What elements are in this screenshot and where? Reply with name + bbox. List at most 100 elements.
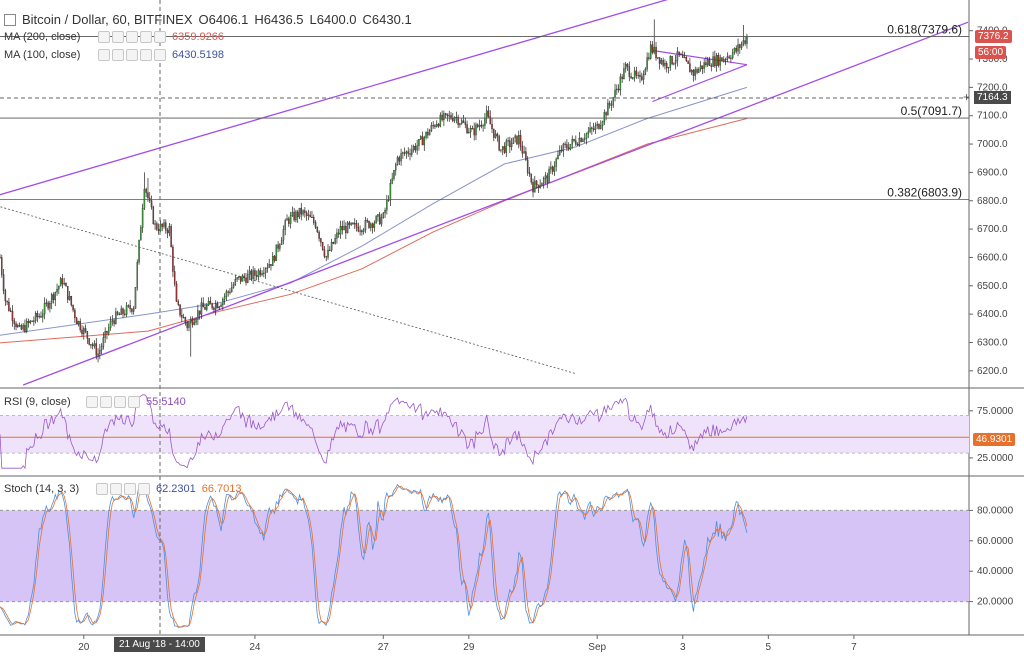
candle-body bbox=[47, 302, 49, 309]
candle-body bbox=[293, 211, 295, 221]
candle-body bbox=[223, 296, 226, 300]
candle-body bbox=[635, 70, 638, 76]
candle-body bbox=[493, 128, 495, 138]
candle-body bbox=[320, 238, 322, 243]
candle-body bbox=[236, 277, 238, 280]
candle-body bbox=[305, 212, 308, 216]
candle-body bbox=[384, 210, 386, 214]
candle-body bbox=[181, 315, 183, 318]
candle-body bbox=[559, 150, 561, 156]
candle-body bbox=[209, 300, 212, 304]
candle-body bbox=[115, 311, 117, 324]
price-tick-label: 6700.0 bbox=[977, 224, 1008, 235]
candle-body bbox=[528, 172, 531, 175]
candle-body bbox=[90, 344, 92, 346]
candle-body bbox=[728, 56, 730, 59]
candle-body bbox=[170, 226, 172, 248]
collapse-icon[interactable] bbox=[4, 13, 16, 26]
candle-body bbox=[459, 123, 461, 125]
candle-body bbox=[705, 62, 707, 66]
candle-body bbox=[682, 54, 684, 58]
candle-body bbox=[79, 321, 81, 331]
rsi-band bbox=[0, 415, 969, 454]
candle-body bbox=[503, 146, 506, 153]
candle-body bbox=[56, 288, 58, 293]
candle-body bbox=[715, 55, 718, 67]
candle-body bbox=[193, 322, 196, 325]
candle-body bbox=[111, 320, 114, 322]
rsi-pane[interactable]: 75.0000 25.0000 bbox=[0, 394, 1014, 470]
stoch-pane[interactable]: 80.0000 60.0000 40.0000 20.0000 bbox=[0, 483, 1014, 628]
candle-body bbox=[500, 149, 502, 151]
indicator-buttons[interactable] bbox=[86, 396, 140, 408]
dashed-trendline bbox=[0, 206, 576, 375]
indicator-buttons[interactable] bbox=[98, 31, 166, 43]
candle-body bbox=[724, 59, 727, 61]
candle-body bbox=[537, 184, 540, 189]
candle-body bbox=[450, 115, 452, 119]
candle-body bbox=[658, 57, 661, 64]
fib-label: 0.382(6803.9) bbox=[887, 186, 962, 200]
candle-body bbox=[386, 199, 388, 211]
candle-body bbox=[683, 57, 686, 59]
candle-body bbox=[346, 222, 349, 234]
candle-body bbox=[229, 291, 231, 293]
candle-body bbox=[382, 212, 385, 218]
candle-body bbox=[721, 57, 723, 62]
candle-body bbox=[65, 283, 67, 287]
legend-ma100[interactable]: MA (100, close) 6430.5198 bbox=[4, 49, 224, 61]
legend-rsi[interactable]: RSI (9, close) 55.5140 bbox=[4, 396, 186, 408]
candle-body bbox=[589, 127, 591, 132]
candle-body bbox=[594, 125, 597, 130]
price-tick-label: 7100.0 bbox=[977, 111, 1008, 122]
candle-body bbox=[314, 222, 317, 228]
price-tick-label: 6900.0 bbox=[977, 167, 1008, 178]
rsi-tick-label: 25.0000 bbox=[977, 453, 1014, 464]
time-axis[interactable]: 20 24 27 29 Sep 3 5 7 bbox=[78, 635, 857, 653]
candle-body bbox=[131, 308, 133, 312]
candle-body bbox=[34, 313, 37, 321]
candle-body bbox=[263, 272, 265, 274]
candle-body bbox=[530, 173, 532, 183]
candle-body bbox=[234, 279, 237, 285]
candle-body bbox=[371, 223, 374, 228]
candle-body bbox=[710, 65, 713, 67]
candle-body bbox=[357, 227, 360, 232]
candle-body bbox=[179, 304, 181, 316]
candle-body bbox=[368, 220, 370, 228]
candle-body bbox=[313, 217, 315, 223]
candle-body bbox=[247, 274, 249, 283]
legend-ma200[interactable]: MA (200, close) 6359.9266 bbox=[4, 31, 224, 43]
candle-body bbox=[291, 211, 294, 216]
candle-body bbox=[327, 249, 329, 258]
candle-body bbox=[91, 344, 94, 347]
candle-body bbox=[496, 133, 499, 137]
candle-body bbox=[475, 124, 477, 136]
indicator-buttons[interactable] bbox=[96, 483, 150, 495]
price-tick-label: 6600.0 bbox=[977, 252, 1008, 263]
legend-stoch[interactable]: Stoch (14, 3, 3) 62.2301 66.7013 bbox=[4, 483, 242, 495]
price-tick-label: 7000.0 bbox=[977, 139, 1008, 150]
candle-body bbox=[250, 270, 253, 279]
candle-body bbox=[40, 315, 42, 318]
candle-body bbox=[542, 178, 545, 184]
candle-body bbox=[694, 69, 696, 76]
ma100-value: 6430.5198 bbox=[172, 49, 224, 61]
price-tick-label: 6200.0 bbox=[977, 366, 1008, 377]
candle-body bbox=[746, 37, 748, 44]
candle-body bbox=[703, 62, 705, 69]
stoch-band bbox=[0, 510, 969, 602]
candle-body bbox=[673, 63, 675, 65]
candle-body bbox=[95, 343, 98, 356]
candle-body bbox=[145, 188, 147, 193]
indicator-buttons[interactable] bbox=[98, 49, 166, 61]
price-axis[interactable]: 7400.07300.07200.07100.07000.06900.06800… bbox=[969, 26, 1008, 377]
candle-body bbox=[232, 284, 235, 288]
candle-body bbox=[407, 151, 409, 154]
candle-body bbox=[74, 309, 76, 319]
crosshair-price-tag: 7164.3 bbox=[974, 91, 1011, 104]
candle-body bbox=[49, 303, 51, 309]
ohlc-low: L6400.0 bbox=[309, 12, 357, 27]
candle-body bbox=[50, 294, 53, 304]
